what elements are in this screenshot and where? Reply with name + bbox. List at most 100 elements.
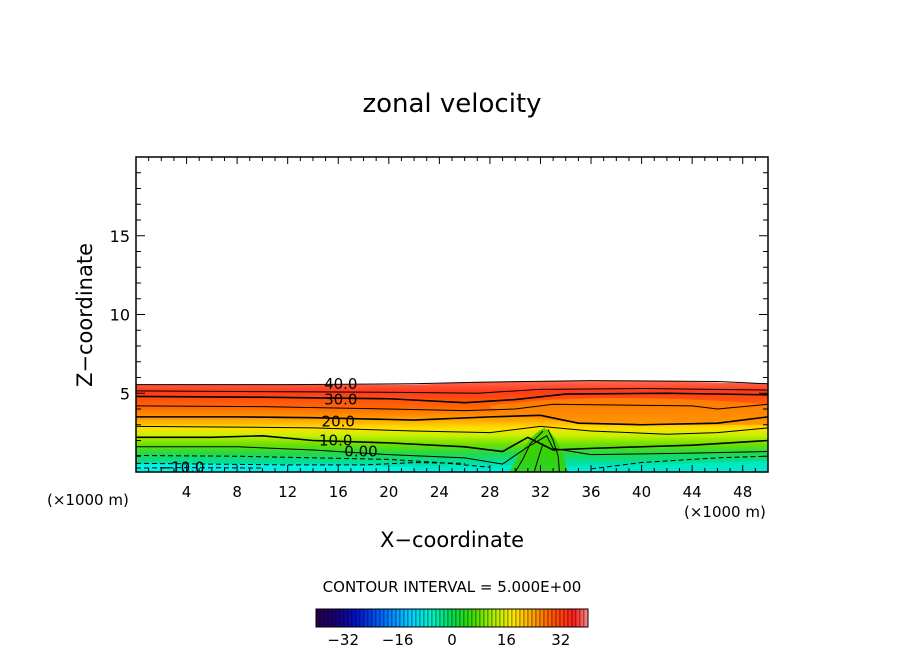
colorbar-segment (535, 608, 541, 628)
colorbar-ticks: −32 −16 0 16 32 (327, 631, 570, 649)
colorbar-segment (391, 608, 397, 628)
y-axis-ticks: 5 10 15 (110, 172, 768, 457)
colorbar-segment (459, 608, 465, 628)
colorbar-tick-label: 0 (447, 631, 457, 649)
colorbar-segment (519, 608, 525, 628)
colorbar-segment (531, 608, 537, 628)
y-axis-label: Z−coordinate (73, 243, 97, 387)
contour-label: 10.0 (319, 432, 352, 450)
colorbar-segment (491, 608, 497, 628)
colorbar-segment (331, 608, 337, 628)
colorbar-segment (443, 608, 449, 628)
colorbar-segment (339, 608, 345, 628)
colorbar-segment (435, 608, 441, 628)
colorbar-segment (467, 608, 473, 628)
colorbar-segment (579, 608, 585, 628)
colorbar-segment (563, 608, 569, 628)
x-tick-label: 48 (733, 483, 752, 501)
colorbar-tick-label: −32 (327, 631, 359, 649)
colorbar-segment (411, 608, 417, 628)
colorbar-segment (415, 608, 421, 628)
colorbar-segment (367, 608, 373, 628)
colorbar-segment (575, 608, 581, 628)
x-tick-label: 32 (531, 483, 550, 501)
x-axis-ticks: 4 8 12 16 20 24 28 32 36 40 44 48 (148, 157, 756, 501)
contour-5 (136, 435, 768, 465)
contour-20 (136, 414, 768, 426)
colorbar-segment (323, 608, 329, 628)
colorbar-segment (359, 608, 365, 628)
colorbar-segment (547, 608, 553, 628)
colorbar-segment (463, 608, 469, 628)
colorbar-segment (431, 608, 437, 628)
x-tick-label: 20 (379, 483, 398, 501)
contour-plume-left (514, 430, 544, 472)
x-tick-label: 28 (480, 483, 499, 501)
colorbar-segment (559, 608, 565, 628)
colorbar-segment (315, 608, 321, 628)
contour-40 (136, 380, 768, 386)
x-unit-label-left: (×1000 m) (47, 491, 129, 509)
colorbar-segment (479, 608, 485, 628)
colorbar-tick-label: 32 (551, 631, 570, 649)
colorbar-segment (507, 608, 513, 628)
field-band-cyan-bottom (136, 463, 415, 472)
x-unit-label-right: (×1000 m) (684, 503, 766, 521)
colorbar-segment (395, 608, 401, 628)
x-tick-label: 44 (683, 483, 702, 501)
contour-lines (136, 380, 768, 472)
contour-label: −10.0 (159, 458, 205, 476)
colorbar-segment (319, 608, 325, 628)
colorbar-segment (487, 608, 493, 628)
field-band-green-plume (508, 427, 569, 472)
colorbar-segment (567, 608, 573, 628)
contour-35 (136, 388, 768, 394)
contour-plume-right (547, 429, 560, 472)
colorbar-segment (503, 608, 509, 628)
contour-0b (590, 455, 768, 470)
colorbar-segment (499, 608, 505, 628)
colorbar-segment (527, 608, 533, 628)
contour-15 (136, 425, 768, 435)
colorbar-segment (347, 608, 353, 628)
colorbar (315, 608, 589, 628)
x-tick-label: 36 (581, 483, 600, 501)
colorbar-segment (583, 608, 589, 628)
colorbar-segment (471, 608, 477, 628)
colorbar-segment (375, 608, 381, 628)
colorbar-segment (387, 608, 393, 628)
contour-label: 20.0 (322, 413, 355, 431)
x-axis-label: X−coordinate (380, 528, 524, 552)
contour-label: 0.00 (344, 443, 377, 461)
colorbar-segment (475, 608, 481, 628)
contour-interval-text: CONTOUR INTERVAL = 5.000E+00 (323, 578, 582, 596)
colorbar-segment (403, 608, 409, 628)
colorbar-segment (543, 608, 549, 628)
colorbar-segment (539, 608, 545, 628)
colorbar-segment (355, 608, 361, 628)
colorbar-segment (447, 608, 453, 628)
contour-plume-inner (533, 443, 544, 472)
x-tick-label: 16 (329, 483, 348, 501)
x-tick-label: 8 (232, 483, 242, 501)
contour-label: 30.0 (324, 391, 357, 409)
colorbar-tick-label: −16 (382, 631, 414, 649)
colorbar-segment (327, 608, 333, 628)
colorbar-segment (363, 608, 369, 628)
colorbar-segment (427, 608, 433, 628)
colorbar-segment (335, 608, 341, 628)
colorbar-segment (515, 608, 521, 628)
colorbar-segment (523, 608, 529, 628)
colorbar-segment (455, 608, 461, 628)
colorbar-segment (571, 608, 577, 628)
colorbar-segment (371, 608, 377, 628)
field-band-cyan-bottom-right (591, 460, 768, 472)
field-band-main (136, 380, 768, 472)
contour-0 (136, 454, 490, 468)
colorbar-segment (351, 608, 357, 628)
colorbar-segment (407, 608, 413, 628)
colorbar-segment (419, 608, 425, 628)
colorbar-segment (495, 608, 501, 628)
y-tick-label: 10 (110, 306, 130, 325)
contour-10 (136, 434, 768, 453)
